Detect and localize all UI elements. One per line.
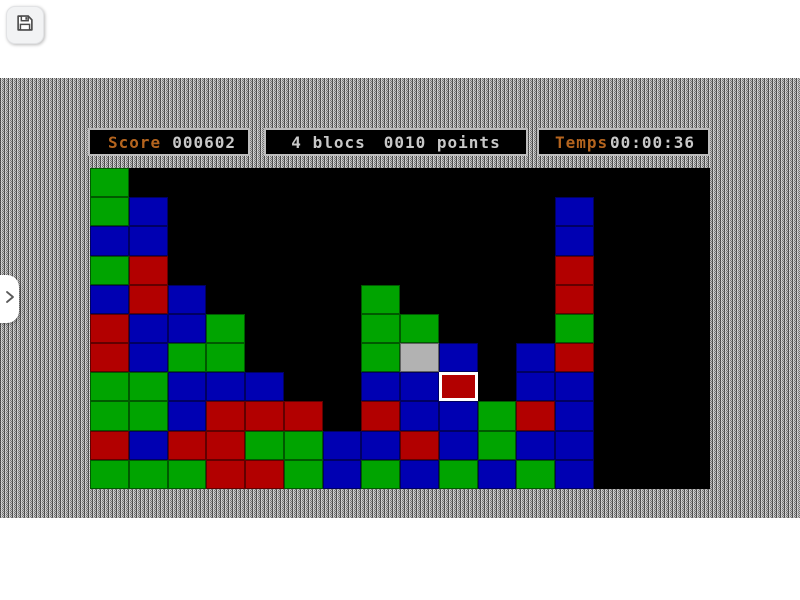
block-cell[interactable]	[206, 431, 245, 460]
block-cell[interactable]	[90, 401, 129, 431]
block-cell[interactable]	[361, 460, 400, 489]
block-cell[interactable]	[206, 314, 245, 343]
block-cell[interactable]	[168, 431, 206, 460]
floppy-disk-icon	[14, 12, 36, 38]
block-cell[interactable]	[129, 343, 168, 372]
selected-block-cell[interactable]	[439, 372, 478, 401]
time-value: 00:00:36	[609, 132, 695, 152]
block-cell[interactable]	[555, 343, 594, 372]
block-cell[interactable]	[245, 401, 284, 431]
block-cell[interactable]	[361, 314, 400, 343]
block-cell[interactable]	[129, 256, 168, 285]
block-cell[interactable]	[206, 343, 245, 372]
block-cell[interactable]	[555, 197, 594, 226]
block-cell[interactable]	[555, 431, 594, 460]
selection-panel: 4 blocs 0010 points	[264, 128, 528, 156]
block-cell[interactable]	[400, 314, 439, 343]
block-cell[interactable]	[555, 226, 594, 256]
block-cell[interactable]	[168, 343, 206, 372]
block-cell[interactable]	[129, 197, 168, 226]
save-button[interactable]	[6, 6, 44, 44]
block-cell[interactable]	[245, 460, 284, 489]
block-cell[interactable]	[90, 285, 129, 314]
block-cell[interactable]	[129, 226, 168, 256]
block-cell[interactable]	[129, 401, 168, 431]
block-cell[interactable]	[478, 401, 516, 431]
block-cell[interactable]	[284, 401, 323, 431]
block-cell[interactable]	[284, 431, 323, 460]
block-cell[interactable]	[400, 372, 439, 401]
block-cell[interactable]	[555, 401, 594, 431]
block-cell[interactable]	[478, 460, 516, 489]
time-panel: Temps 00:00:36	[537, 128, 710, 156]
block-cell[interactable]	[168, 401, 206, 431]
block-cell[interactable]	[129, 431, 168, 460]
block-cell[interactable]	[206, 401, 245, 431]
block-cell[interactable]	[90, 460, 129, 489]
block-cell[interactable]	[400, 401, 439, 431]
block-cell[interactable]	[516, 372, 555, 401]
block-cell[interactable]	[439, 343, 478, 372]
block-cell[interactable]	[323, 431, 361, 460]
block-cell[interactable]	[516, 431, 555, 460]
block-cell[interactable]	[245, 372, 284, 401]
block-cell[interactable]	[555, 372, 594, 401]
block-cell[interactable]	[90, 256, 129, 285]
block-cell[interactable]	[439, 431, 478, 460]
block-cell[interactable]	[90, 197, 129, 226]
block-cell[interactable]	[516, 343, 555, 372]
block-cell[interactable]	[129, 314, 168, 343]
time-label: Temps	[555, 132, 609, 152]
block-cell[interactable]	[129, 285, 168, 314]
score-value: 000602	[172, 132, 236, 152]
block-cell[interactable]	[206, 372, 245, 401]
block-cell[interactable]	[206, 460, 245, 489]
chevron-right-icon	[3, 289, 17, 309]
block-cell[interactable]	[323, 460, 361, 489]
block-cell[interactable]	[555, 460, 594, 489]
block-cell[interactable]	[555, 314, 594, 343]
block-cell[interactable]	[129, 372, 168, 401]
block-cell[interactable]	[90, 372, 129, 401]
bottom-bar	[0, 518, 800, 600]
block-cell[interactable]	[361, 431, 400, 460]
block-cell[interactable]	[168, 285, 206, 314]
block-cell[interactable]	[90, 168, 129, 197]
block-cell[interactable]	[555, 285, 594, 314]
selection-blocks: 4 blocs	[291, 132, 366, 152]
block-cell[interactable]	[361, 401, 400, 431]
block-cell[interactable]	[361, 285, 400, 314]
block-cell[interactable]	[439, 460, 478, 489]
block-cell[interactable]	[361, 343, 400, 372]
block-cell[interactable]	[168, 372, 206, 401]
block-cell[interactable]	[400, 460, 439, 489]
score-panel: Score 000602	[88, 128, 250, 156]
block-cell[interactable]	[284, 460, 323, 489]
block-cell[interactable]	[439, 401, 478, 431]
top-bar	[0, 0, 800, 78]
score-label: Score	[108, 132, 162, 152]
block-cell[interactable]	[168, 460, 206, 489]
block-cell[interactable]	[400, 431, 439, 460]
block-cell[interactable]	[129, 460, 168, 489]
block-cell[interactable]	[400, 343, 439, 372]
block-cell[interactable]	[245, 431, 284, 460]
block-cell[interactable]	[168, 314, 206, 343]
block-cell[interactable]	[516, 401, 555, 431]
block-cell[interactable]	[516, 460, 555, 489]
block-cell[interactable]	[90, 226, 129, 256]
block-cell[interactable]	[90, 343, 129, 372]
board[interactable]	[90, 168, 710, 489]
block-cell[interactable]	[90, 314, 129, 343]
block-cell[interactable]	[90, 431, 129, 460]
side-panel-toggle[interactable]	[0, 275, 19, 323]
block-cell[interactable]	[478, 431, 516, 460]
selection-points: 0010 points	[383, 132, 501, 152]
block-cell[interactable]	[555, 256, 594, 285]
block-cell[interactable]	[361, 372, 400, 401]
